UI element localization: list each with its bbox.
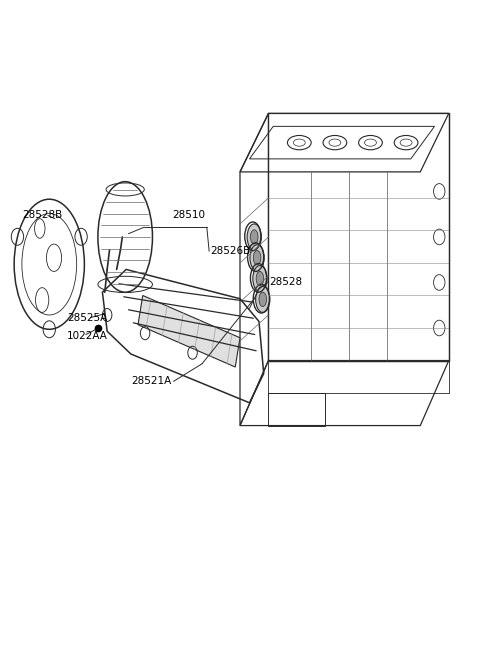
Ellipse shape: [251, 230, 258, 244]
Ellipse shape: [247, 224, 261, 250]
Ellipse shape: [250, 245, 264, 271]
Ellipse shape: [256, 287, 270, 312]
Ellipse shape: [256, 272, 264, 286]
Text: 28525A: 28525A: [67, 313, 107, 323]
Ellipse shape: [259, 292, 266, 306]
Ellipse shape: [253, 266, 267, 291]
Text: 28526B: 28526B: [211, 246, 251, 256]
Text: 28528: 28528: [269, 277, 302, 287]
Polygon shape: [138, 295, 240, 367]
Ellipse shape: [253, 251, 261, 265]
Text: 28528B: 28528B: [23, 211, 63, 220]
Text: 28521A: 28521A: [131, 377, 171, 386]
Text: 28510: 28510: [173, 211, 205, 220]
Text: 1022AA: 1022AA: [67, 331, 108, 341]
